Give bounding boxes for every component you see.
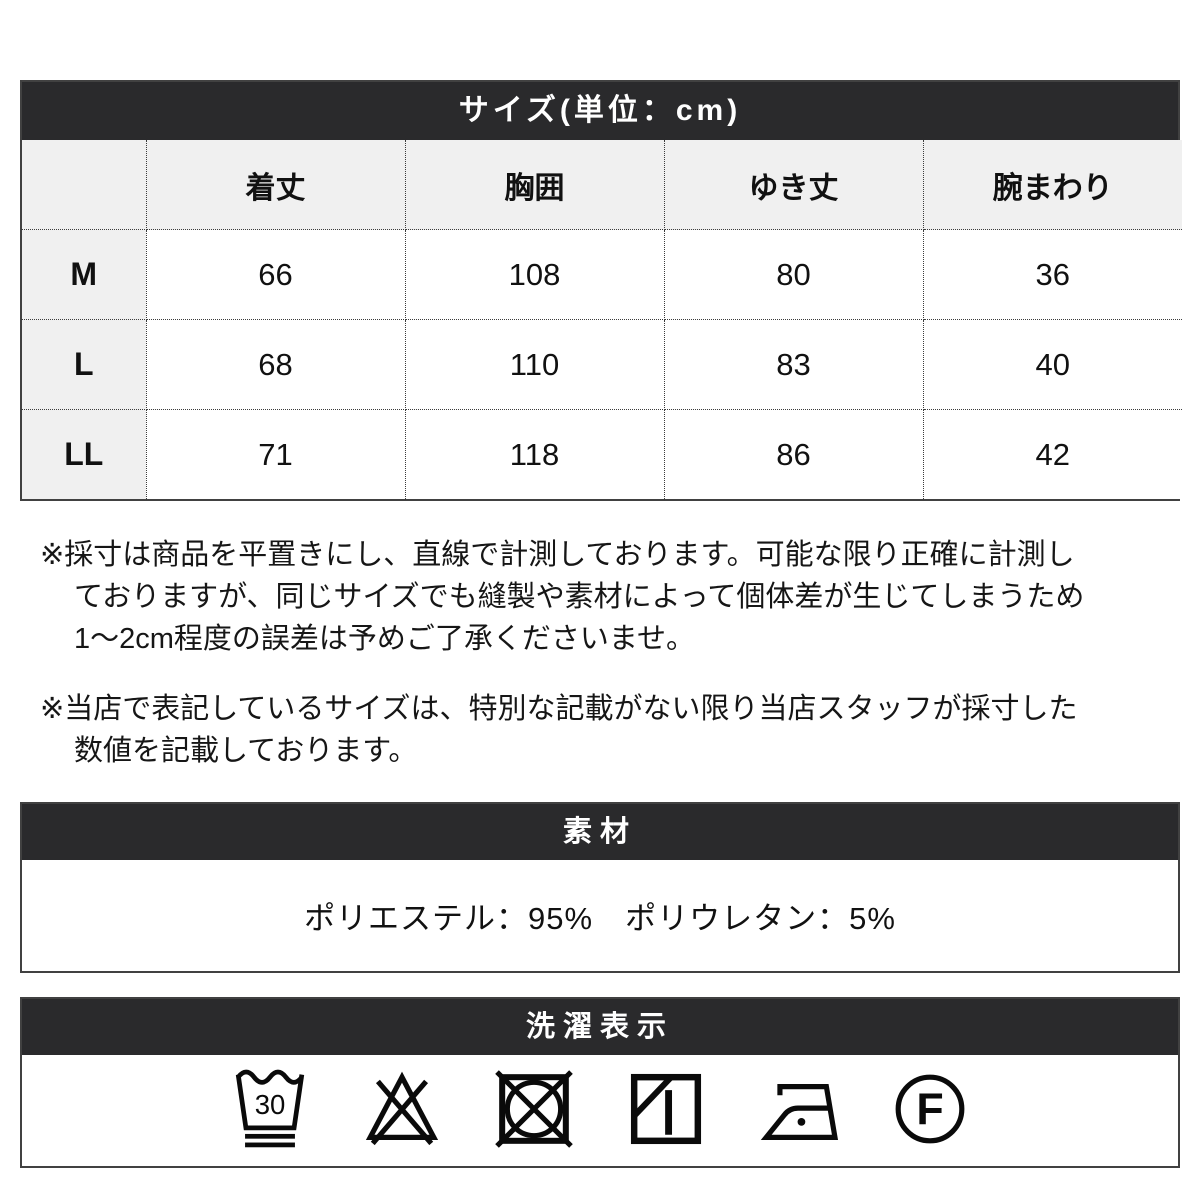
- note-line: 1〜2cm程度の誤差は予めご了承くださいませ。: [74, 623, 696, 655]
- line-dry-in-shade-icon: [630, 1073, 702, 1145]
- material-title-bar: 素材: [22, 804, 1178, 860]
- size-table-title-bar: サイズ(単位：cm): [22, 82, 1178, 140]
- value-cell: 83: [663, 319, 924, 410]
- value-cell: 68: [145, 319, 406, 410]
- care-section: 洗濯表示 30: [20, 997, 1180, 1168]
- size-table-title: サイズ(単位：cm): [458, 94, 742, 127]
- value-cell: 71: [145, 409, 406, 499]
- material-composition: ポリエステル：95% ポリウレタン：5%: [304, 900, 896, 936]
- do-not-bleach-icon: [365, 1071, 439, 1146]
- store-sizing-note: ※当店で表記しているサイズは、特別な記載がない限り当店スタッフが採寸した 数値を…: [40, 688, 1160, 772]
- svg-text:30: 30: [255, 1089, 286, 1120]
- col-header-chest: 胸囲: [404, 140, 665, 230]
- value-cell: 118: [404, 409, 665, 499]
- wash-30-gentle-icon: 30: [235, 1069, 305, 1148]
- col-header-sleeve: ゆき丈: [663, 140, 924, 230]
- value-cell: 110: [404, 319, 665, 410]
- svg-text:F: F: [916, 1085, 943, 1134]
- note-line: ておりますが、同じサイズでも縫製や素材によって個体差が生じてしまうため: [74, 581, 1085, 613]
- care-title-bar: 洗濯表示: [22, 999, 1178, 1055]
- note-line: 数値を記載しております。: [74, 735, 418, 767]
- care-icons-row: 30: [22, 1055, 1178, 1163]
- size-table-header-row: 着丈 胸囲 ゆき丈 腕まわり: [22, 140, 1182, 230]
- table-row-l: L 68 110 83 40: [22, 319, 1182, 410]
- value-cell: 86: [663, 409, 924, 499]
- size-table-section: サイズ(単位：cm) 着丈 胸囲 ゆき丈 腕まわり M 66 108 80: [20, 80, 1182, 501]
- note-line: ※採寸は商品を平置きにし、直線で計測しております。可能な限り正確に計測し: [40, 539, 1075, 571]
- care-title: 洗濯表示: [525, 1011, 674, 1043]
- size-table-grid: 着丈 胸囲 ゆき丈 腕まわり M 66 108 80 36 L 68 110 8…: [22, 140, 1182, 499]
- value-cell: 42: [922, 409, 1182, 499]
- value-cell: 80: [663, 229, 924, 320]
- value-cell: 40: [922, 319, 1182, 410]
- do-not-tumble-dry-icon: [495, 1070, 573, 1148]
- table-row-m: M 66 108 80 36: [22, 229, 1182, 320]
- value-cell: 66: [145, 229, 406, 320]
- dry-clean-petroleum-icon: F: [895, 1074, 965, 1144]
- size-label: LL: [22, 409, 147, 499]
- note-line: ※当店で表記しているサイズは、特別な記載がない限り当店スタッフが採寸した: [40, 693, 1078, 725]
- material-title: 素材: [562, 816, 637, 848]
- value-cell: 108: [404, 229, 665, 320]
- col-header-body-length: 着丈: [145, 140, 406, 230]
- size-label: M: [22, 229, 147, 320]
- measurement-note: ※採寸は商品を平置きにし、直線で計測しております。可能な限り正確に計測し ており…: [40, 534, 1160, 660]
- size-label: L: [22, 319, 147, 410]
- col-header-arm: 腕まわり: [922, 140, 1182, 230]
- material-section: 素材 ポリエステル：95% ポリウレタン：5%: [20, 802, 1180, 973]
- iron-low-heat-icon: [760, 1084, 839, 1140]
- table-row-ll: LL 71 118 86 42: [22, 409, 1182, 499]
- value-cell: 36: [922, 229, 1182, 320]
- corner-cell: [22, 140, 147, 230]
